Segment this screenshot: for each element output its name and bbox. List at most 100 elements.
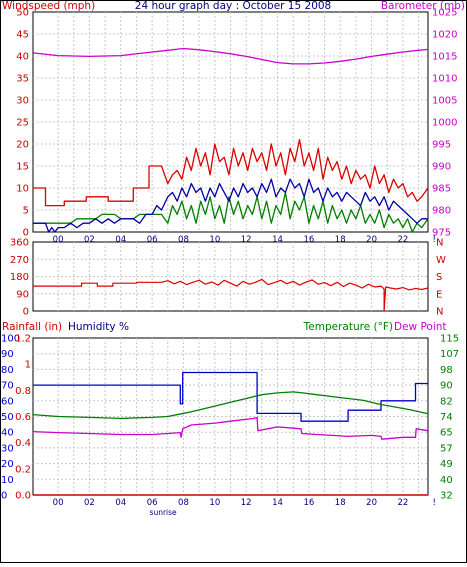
dir-ytick-left: 270 [10, 255, 29, 266]
temp-xtick-label: 14 [272, 498, 283, 508]
humidity-ytick: 80 [1, 365, 14, 376]
wind-ytick-left: 35 [16, 74, 29, 85]
temp-xtick-label: 02 [84, 498, 95, 508]
baro-ytick-right: 1005 [432, 96, 457, 107]
temp-ytick-right: 82 [440, 396, 453, 407]
baro-ytick-right: 1020 [432, 30, 457, 41]
rain-ytick: 1 [25, 360, 31, 371]
rain-ytick: 1.2 [15, 334, 31, 345]
compass-ytick-right: N [436, 307, 443, 318]
temp-xtick-label: 06 [147, 498, 158, 508]
rain-ytick: 0.2 [15, 464, 31, 475]
temp-ytick-right: 107 [440, 349, 459, 360]
wind-xtick-label: ! [433, 235, 436, 245]
baro-ytick-right: 995 [432, 140, 451, 151]
rain-ytick: 0.8 [15, 386, 31, 397]
humidity-ytick: 50 [1, 412, 14, 423]
dir-ytick-left: 90 [16, 289, 29, 300]
wind-xtick-label: 16 [303, 235, 314, 245]
temp-ytick-right: 115 [440, 334, 459, 345]
temperature-line [32, 391, 429, 420]
wind-ytick-left: 20 [16, 140, 29, 151]
dewpoint-line [32, 416, 429, 440]
baro-ytick-right: 985 [432, 184, 451, 195]
wind-xtick-label: 00 [53, 235, 64, 245]
baro-ytick-right: 1000 [432, 118, 457, 129]
temp-xtick-label: 04 [115, 498, 126, 508]
humidity-ytick: 60 [1, 396, 14, 407]
wind-xtick-label: 10 [209, 235, 220, 245]
rain-ytick: 0.6 [15, 412, 31, 423]
temp-xtick-label: 18 [335, 498, 346, 508]
temp-xtick-label: ! [433, 498, 436, 508]
wind-ytick-left: 5 [23, 206, 29, 217]
humidity-ytick: 100 [1, 334, 20, 345]
rainfall-ylabel: Rainfall (in) [2, 321, 62, 333]
temp-xtick-label: 08 [178, 498, 189, 508]
dir-ytick-left: 360 [10, 238, 29, 249]
temp-ytick-right: 98 [440, 365, 453, 376]
temp-ytick-right: 65 [440, 428, 453, 439]
temperature-ylabel: Temperature (°F) [303, 321, 393, 333]
windspeed-line [33, 138, 429, 207]
compass-ytick-right: E [436, 289, 442, 300]
wind-ytick-left: 10 [16, 184, 29, 195]
dewpoint-ylabel: Dew Point [394, 321, 447, 333]
wind-green-line [33, 191, 429, 233]
wind-xtick-label: 22 [398, 235, 409, 245]
wind-xtick-label: 18 [335, 235, 346, 245]
wind-ytick-left: 25 [16, 118, 29, 129]
humidity-ylabel: Humidity % [68, 321, 129, 333]
wind-barometer-chart: Windspeed (mph) 24 hour graph day : Octob… [2, 0, 465, 254]
wind-ytick-left: 45 [16, 30, 29, 41]
temp-ytick-right: 90 [440, 381, 453, 392]
compass-ytick-right: W [436, 255, 446, 266]
temp-ytick-right: 40 [440, 475, 453, 486]
wind-ytick-left: 40 [16, 52, 29, 63]
wind-ytick-left: 30 [16, 96, 29, 107]
wind-xtick-label: 12 [241, 235, 252, 245]
humidity-ytick: 90 [1, 349, 14, 360]
dir-ytick-left: 0 [23, 307, 29, 318]
wind-ytick-left: 15 [16, 162, 29, 173]
humidity-ytick: 0 [1, 491, 7, 502]
temp-xtick-label: 10 [209, 498, 220, 508]
rain-ytick: 0.4 [15, 438, 31, 449]
humidity-ytick: 40 [1, 428, 14, 439]
baro-ytick-right: 980 [432, 206, 451, 217]
humidity-ytick: 70 [1, 381, 14, 392]
temp-xtick-label: 16 [303, 498, 314, 508]
humidity-line [33, 371, 428, 422]
compass-ytick-right: N [436, 238, 443, 249]
wind-average-line [33, 178, 428, 233]
wind-xtick-label: 04 [115, 235, 126, 245]
wind-xtick-label: 02 [84, 235, 95, 245]
temp-xtick-label: 00 [53, 498, 64, 508]
chart-title: 24 hour graph day : October 15 2008 [135, 0, 331, 12]
humidity-ytick: 20 [1, 459, 14, 470]
humidity-ytick: 10 [1, 475, 14, 486]
wind-xtick-label: 20 [366, 235, 377, 245]
baro-ytick-right: 1010 [432, 74, 457, 85]
baro-ytick-right: 1015 [432, 52, 457, 63]
rain-ytick: 0.0 [15, 491, 31, 502]
temp-xtick-label: 20 [366, 498, 377, 508]
dir-ytick-left: 180 [10, 272, 29, 283]
temp-ytick-right: 32 [440, 491, 453, 502]
wind-xtick-label: 08 [178, 235, 189, 245]
temp-ytick-right: 49 [440, 459, 453, 470]
baro-ytick-right: 990 [432, 162, 451, 173]
compass-ytick-right: S [436, 272, 442, 283]
baro-ytick-right: 975 [432, 228, 451, 239]
wind-ytick-left: 0 [23, 228, 29, 239]
temp-xtick-label: 22 [398, 498, 409, 508]
barometer-ylabel: Barometer (mb) [381, 0, 465, 12]
barometer-line [32, 47, 429, 65]
wind-xtick-label: 14 [272, 235, 283, 245]
temp-ytick-right: 57 [440, 443, 453, 454]
temperature-humidity-chart: Rainfall (in) Humidity % Temperature (°F) D… [1, 321, 459, 517]
wind-xtick-label: 06 [147, 235, 158, 245]
temp-ytick-right: 74 [440, 412, 453, 423]
